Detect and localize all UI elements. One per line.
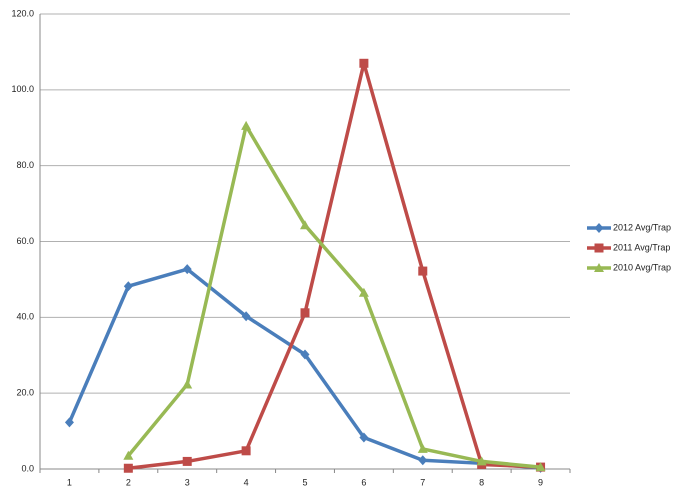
marker [594, 243, 604, 253]
y-tick-label: 120.0 [11, 8, 34, 18]
marker [64, 417, 74, 428]
series-line [126, 124, 541, 469]
marker [418, 455, 428, 466]
legend-label: 2010 Avg/Trap [613, 262, 671, 272]
marker [476, 456, 487, 466]
marker [594, 263, 604, 272]
marker [241, 311, 251, 322]
x-tick-label: 1 [67, 477, 72, 487]
marker [300, 308, 310, 318]
x-tick-label: 6 [361, 477, 366, 487]
x-tick-label: 3 [185, 477, 190, 487]
marker [594, 223, 604, 233]
marker [358, 287, 369, 297]
marker [300, 220, 310, 230]
marker [123, 281, 133, 292]
y-tick-label: 20.0 [16, 388, 34, 398]
marker [182, 379, 193, 389]
series-line [67, 267, 541, 470]
x-tick-label: 8 [479, 477, 484, 487]
marker [417, 443, 428, 453]
marker [123, 450, 134, 460]
marker [182, 264, 192, 275]
marker [359, 432, 369, 443]
marker [241, 120, 252, 130]
series-line [128, 61, 541, 470]
y-tick-label: 0.0 [21, 463, 34, 473]
x-tick-label: 2 [126, 477, 131, 487]
y-tick-label: 40.0 [16, 312, 34, 322]
legend-label: 2012 Avg/Trap [613, 222, 671, 232]
y-tick-label: 60.0 [16, 236, 34, 246]
marker [182, 456, 192, 466]
x-tick-label: 9 [538, 477, 543, 487]
x-tick-label: 5 [302, 477, 307, 487]
x-tick-label: 7 [420, 477, 425, 487]
marker [359, 58, 369, 68]
marker [418, 266, 428, 276]
legend-label: 2011 Avg/Trap [613, 242, 670, 252]
marker [123, 463, 133, 473]
marker [300, 349, 310, 360]
y-tick-label: 100.0 [11, 84, 34, 94]
y-tick-label: 80.0 [16, 160, 34, 170]
marker [535, 462, 546, 472]
x-tick-label: 4 [244, 477, 249, 487]
marker [241, 446, 251, 456]
